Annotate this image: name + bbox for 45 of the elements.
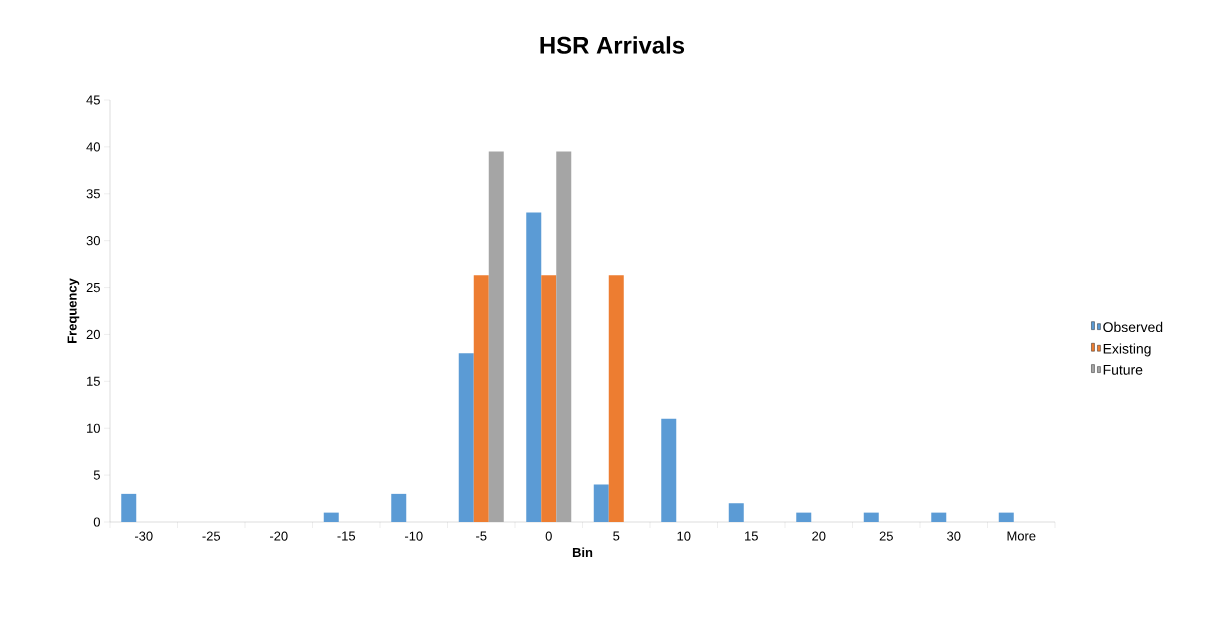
bar	[323, 512, 339, 522]
legend-label: Future	[1103, 365, 1143, 375]
y-tick-label: 20	[86, 329, 100, 340]
bar	[931, 512, 947, 522]
x-tick-label: 0	[545, 531, 552, 541]
x-tick-label: -20	[269, 531, 288, 541]
bar	[391, 493, 407, 522]
y-tick-label: 30	[86, 236, 100, 246]
x-tick-label: -30	[134, 531, 153, 541]
legend-label: Existing	[1103, 343, 1151, 357]
x-tick-label: 20	[812, 531, 826, 541]
y-axis-title: Frequency	[67, 278, 80, 343]
bar	[796, 512, 812, 522]
x-tick-label: -5	[476, 531, 487, 541]
x-tick-label: 10	[677, 531, 691, 541]
y-tick-label: 35	[86, 189, 100, 199]
y-tick-label: 5	[93, 470, 100, 480]
x-tick-label: 25	[879, 531, 893, 541]
chart-title: HSR Arrivals	[540, 36, 685, 54]
x-tick-label: 5	[613, 531, 620, 541]
bar	[998, 512, 1014, 522]
y-tick-label: 25	[86, 282, 100, 293]
bar	[526, 212, 542, 522]
bar	[121, 493, 137, 522]
x-tick-label: -15	[337, 531, 356, 541]
legend-label: Observed	[1103, 321, 1163, 333]
y-tick-label: 40	[86, 142, 100, 152]
x-tick-label: 15	[745, 531, 758, 541]
x-tick-label: More	[1007, 531, 1036, 541]
bar	[661, 418, 677, 522]
x-axis-title: Bin	[572, 547, 593, 557]
y-tick-label: 45	[86, 95, 100, 105]
y-tick-label: 10	[87, 423, 100, 433]
x-tick-label: 30	[947, 531, 961, 541]
y-tick-label: 0	[93, 517, 100, 527]
bar	[608, 275, 624, 522]
bar	[593, 484, 609, 522]
x-tick-label: -10	[404, 531, 423, 541]
bar	[863, 512, 879, 522]
bar	[473, 275, 489, 522]
bar	[728, 503, 744, 522]
bar	[458, 353, 474, 522]
bar	[541, 275, 557, 522]
x-tick-label: -25	[202, 531, 221, 541]
y-tick-label: 15	[87, 376, 100, 386]
